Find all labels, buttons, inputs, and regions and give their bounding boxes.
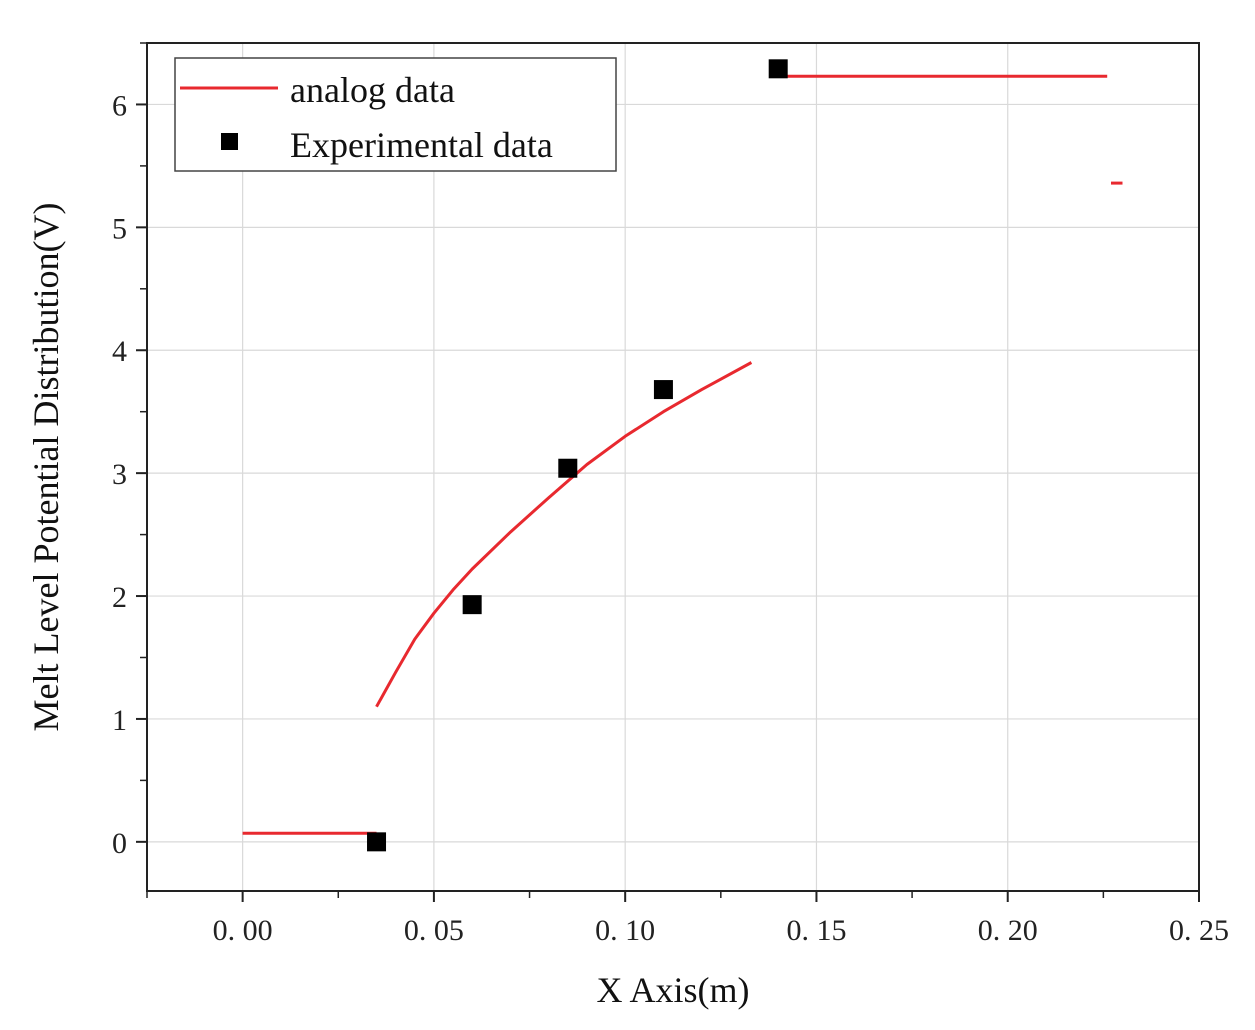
experimental-data-point [768,59,788,79]
experimental-data-point [558,458,578,478]
y-tick-label: 2 [112,581,127,614]
y-tick-label: 5 [112,212,127,245]
x-tick-label: 0. 15 [786,914,846,947]
legend-box [174,57,617,172]
legend: analog data Experimental data [174,57,617,172]
ticks [136,42,1200,902]
y-tick-label: 3 [112,458,127,491]
x-tick-label: 0. 00 [213,914,273,947]
x-tick-label: 0. 25 [1169,914,1229,947]
x-axis-title: X Axis(m) [597,970,750,1010]
experimental-data-point [653,380,673,400]
y-tick-label: 4 [112,335,127,368]
legend-square-swatch [221,133,238,150]
experimental-data-point [462,595,482,615]
y-tick-label: 1 [112,704,127,737]
plot-frame [146,42,1200,892]
analog-data-line [375,361,753,708]
y-tick-labels: 0 1 2 3 4 5 6 [112,89,127,859]
experimental-data-point [367,832,387,852]
plot-series [242,59,1123,852]
legend-label-experimental: Experimental data [290,125,553,165]
x-tick-label: 0. 05 [404,914,464,947]
y-axis-title: Melt Level Potential Distribution(V) [26,203,66,732]
y-tick-label: 0 [112,827,127,860]
legend-label-analog: analog data [290,70,455,110]
x-tick-label: 0. 10 [595,914,655,947]
x-tick-labels: 0. 00 0. 05 0. 10 0. 15 0. 20 0. 25 [213,914,1229,947]
y-tick-label: 6 [112,89,127,122]
x-tick-label: 0. 20 [978,914,1038,947]
